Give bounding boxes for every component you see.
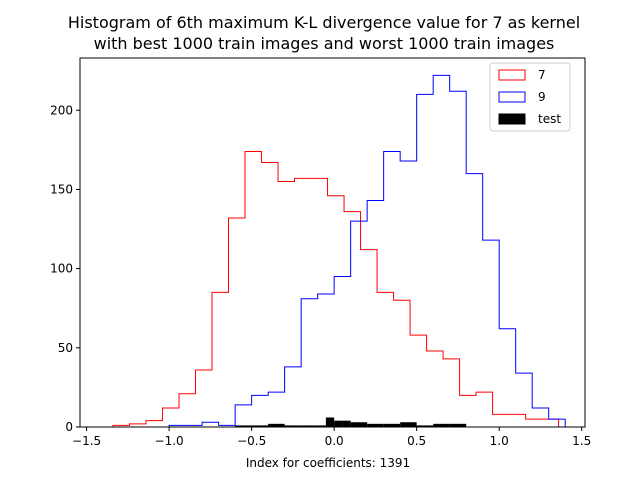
x-tick-label: 1.0 <box>490 434 509 448</box>
bar-test-13 <box>416 425 434 427</box>
bar-test-2 <box>268 423 285 427</box>
series-9-step-line <box>168 74 566 427</box>
legend-swatch-test <box>498 113 526 125</box>
bar-test-15 <box>449 423 467 427</box>
chart-title-line-2: with best 1000 train images and worst 10… <box>94 34 555 53</box>
x-tick-label: 1.5 <box>572 434 591 448</box>
y-tick-label: 0 <box>65 420 73 434</box>
bar-test-6 <box>325 417 335 427</box>
axes-frame <box>79 57 586 428</box>
legend-label-9: 9 <box>538 90 546 104</box>
bar-test-5 <box>317 425 326 427</box>
x-axis-label: Index for coefficients: 1391 <box>246 456 410 470</box>
bar-test-12 <box>400 422 417 427</box>
legend-label-7: 7 <box>538 68 546 82</box>
bar-test-10 <box>367 423 384 427</box>
chart-title-line-1: Histogram of 6th maximum K-L divergence … <box>68 13 580 32</box>
x-tick-label: −0.5 <box>237 434 266 448</box>
y-tick-label: 200 <box>50 103 73 117</box>
bar-test-9 <box>350 422 368 427</box>
plot-area: −1.5 −1.0 −0.5 0.0 0.5 1.0 1.5 0 50 100 150 200 <box>50 57 591 448</box>
bar-test-14 <box>433 423 450 427</box>
bar-test-4 <box>301 425 318 427</box>
x-tick-label: 0.0 <box>325 434 344 448</box>
bar-test-8 <box>342 420 351 427</box>
bar-test-3 <box>284 425 302 427</box>
legend-swatch-9 <box>498 91 526 103</box>
x-tick-label: −1.5 <box>72 434 101 448</box>
bar-test-11 <box>383 423 401 427</box>
y-tick-label: 100 <box>50 262 73 276</box>
x-tick-label: 0.5 <box>407 434 426 448</box>
legend: 7 9 test <box>489 62 571 132</box>
x-tick-label: −1.0 <box>155 434 184 448</box>
legend-label-test: test <box>538 112 561 126</box>
y-tick-label: 150 <box>50 182 73 196</box>
bar-test-7 <box>334 420 343 427</box>
bar-test-1 <box>251 425 269 427</box>
series-7-step-line <box>96 150 560 428</box>
legend-swatch-7 <box>498 69 526 81</box>
y-tick-label: 50 <box>58 341 73 355</box>
bar-test-0 <box>235 425 252 427</box>
